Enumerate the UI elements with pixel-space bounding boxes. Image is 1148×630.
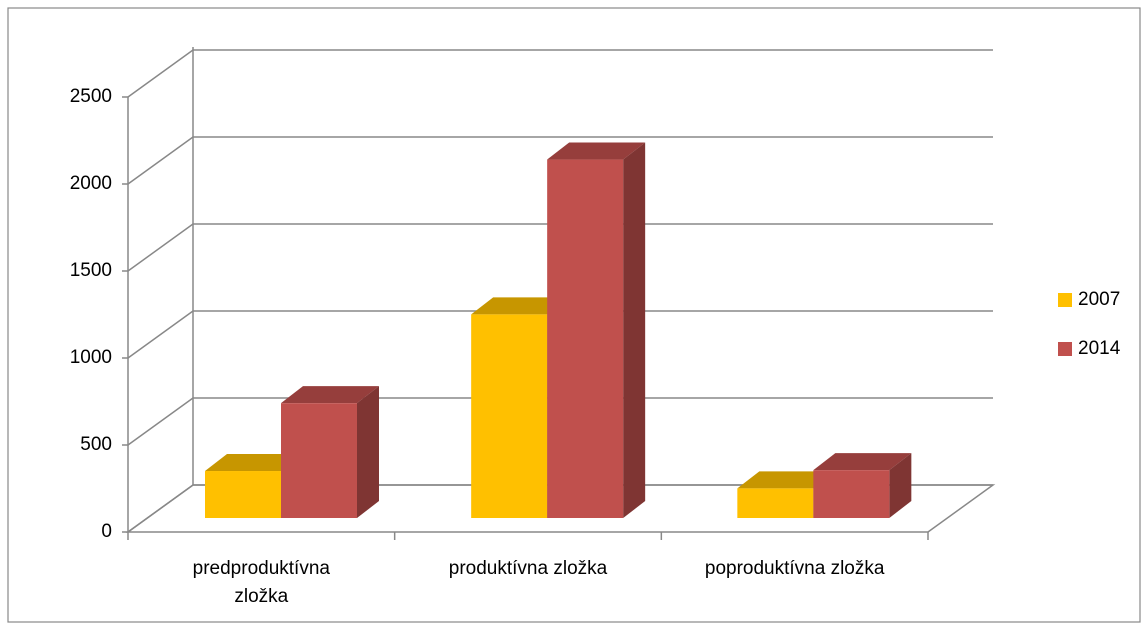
grid-line — [127, 49, 993, 98]
bar — [547, 159, 624, 518]
bar-top — [813, 453, 912, 471]
legend-label: 2014 — [1078, 338, 1121, 359]
grid-line — [127, 223, 993, 272]
y-tick-label: 1500 — [70, 260, 112, 281]
bar-side — [623, 142, 646, 518]
x-tick-label: predproduktívna zložka — [192, 558, 330, 607]
grid-line — [127, 484, 993, 533]
legend-swatch — [1058, 293, 1072, 307]
x-tick-label: produktívna zložka — [448, 558, 608, 579]
y-tick-label: 2000 — [70, 173, 112, 194]
bar-side — [357, 386, 379, 518]
grid-line — [127, 397, 993, 446]
y-tick-label: 500 — [80, 434, 112, 455]
legend-swatch — [1058, 342, 1072, 356]
bar-top — [737, 471, 836, 489]
grid-line — [127, 136, 993, 185]
y-tick-label: 2500 — [70, 86, 112, 107]
y-tick-label: 0 — [101, 521, 112, 542]
bar — [471, 314, 548, 518]
x-tick-label: poproduktívna zložka — [704, 558, 885, 579]
bar — [813, 470, 890, 518]
bar — [205, 471, 281, 518]
bar-top — [281, 386, 379, 404]
legend-label: 2007 — [1078, 289, 1120, 310]
bar-top — [547, 142, 646, 160]
bar-top — [471, 297, 570, 315]
bar-top — [205, 454, 303, 472]
bar-side — [889, 453, 912, 518]
y-tick-label: 1000 — [70, 347, 112, 368]
bar — [281, 403, 357, 518]
bar — [737, 488, 814, 518]
grid-line — [127, 310, 993, 359]
